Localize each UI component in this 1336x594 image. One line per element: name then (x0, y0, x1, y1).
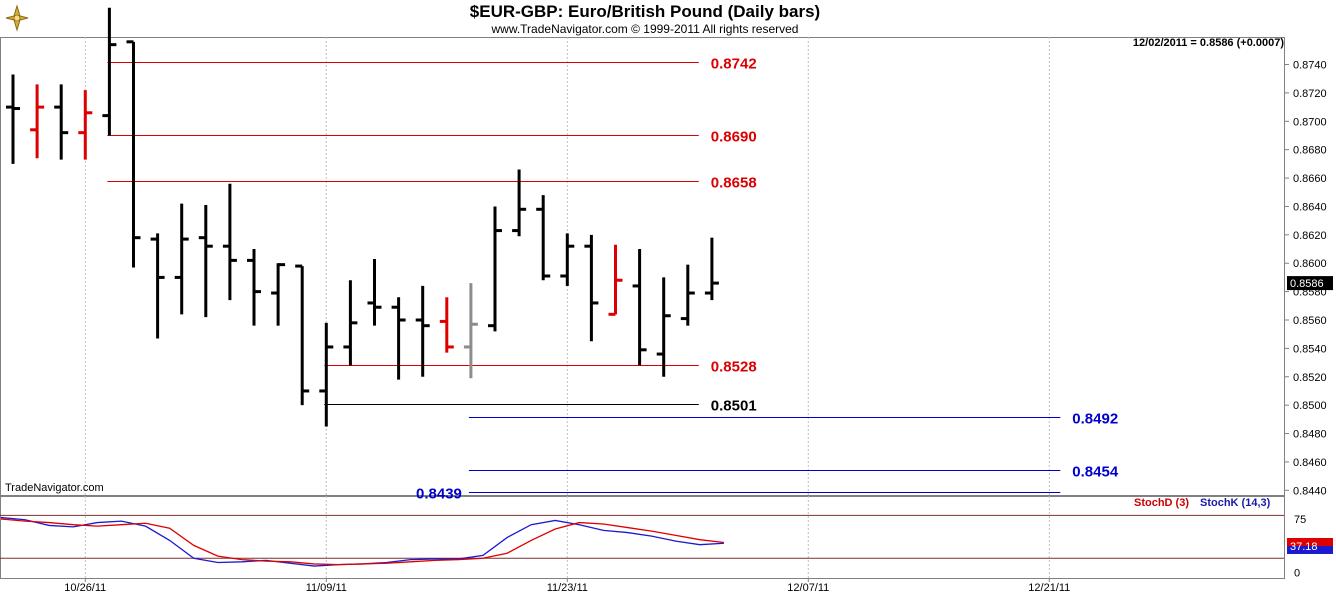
y-tick-label: 0.8720 (1293, 88, 1327, 100)
stoch-tick-label: 0 (1294, 568, 1300, 580)
chart-grid (0, 37, 1285, 579)
y-tick-label: 0.8640 (1293, 201, 1327, 213)
x-tick-label: 11/09/11 (306, 582, 347, 594)
ohlc-bar (463, 283, 478, 379)
level-label: 0.8454 (1072, 464, 1119, 481)
ohlc-bar (126, 40, 141, 268)
credit-label: TradeNavigator.com (5, 482, 104, 494)
y-tick-label: 0.8680 (1293, 145, 1327, 157)
ohlc-bar (584, 234, 599, 342)
ohlc-bar (102, 7, 117, 136)
support-resistance-levels: 0.8742 0.8690 0.8658 0.8528 0.8501 0.8492 0.84… (107, 56, 1119, 503)
ohlc-bar (222, 183, 237, 301)
y-tick-label: 0.8620 (1293, 230, 1327, 242)
chart-title: $EUR-GBP: Euro/British Pound (Daily bars… (469, 2, 821, 21)
stoch-value-label: 37.18 (1290, 541, 1318, 553)
ohlc-bar (512, 169, 527, 237)
stoch-d-line (0, 518, 725, 566)
ohlc-bar (367, 258, 382, 326)
x-tick-label: 12/07/11 (787, 582, 829, 594)
stoch-panel-frame (0, 496, 1285, 579)
ohlc-bar (415, 285, 430, 377)
y-tick-label: 0.8700 (1293, 116, 1327, 128)
ohlc-bar (198, 205, 213, 318)
ohlc-bar (54, 84, 69, 160)
y-tick-label: 0.8740 (1293, 60, 1327, 72)
x-tick-label: 10/26/11 (64, 582, 106, 594)
ohlc-bar (391, 297, 406, 380)
level-label: 0.8492 (1072, 411, 1118, 428)
ohlc-bar (319, 322, 334, 427)
ohlc-bars (6, 7, 719, 427)
stoch-k-legend: StochK (14,3) (1200, 497, 1271, 509)
y-tick-label: 0.8440 (1293, 485, 1327, 497)
ohlc-bar (30, 84, 45, 159)
y-tick-label: 0.8500 (1293, 400, 1327, 412)
ohlc-bar (704, 237, 719, 301)
last-price-label: 0.8586 (1290, 278, 1324, 290)
trade-navigator-logo-icon (4, 4, 30, 37)
y-tick-label: 0.8600 (1293, 258, 1327, 270)
price-panel-frame (0, 37, 1285, 496)
price-readout: 12/02/2011 = 0.8586 (+0.0007) (1132, 37, 1284, 49)
x-tick-label: 11/23/11 (547, 582, 588, 594)
ohlc-bar (6, 74, 20, 164)
last-price-box (1287, 276, 1333, 291)
y-tick-label: 0.8520 (1293, 372, 1327, 384)
ohlc-bar (680, 264, 695, 326)
level-label: 0.8439 (416, 486, 462, 503)
stochastic-panel: 0 75 37.18 (0, 514, 1333, 580)
ohlc-bar (174, 203, 189, 315)
ohlc-bar (536, 195, 551, 281)
stoch-d-legend: StochD (3) (1134, 497, 1189, 509)
y-tick-label: 0.8460 (1293, 457, 1327, 469)
ohlc-bar (439, 297, 454, 353)
ohlc-bar (656, 277, 671, 377)
stoch-tick-label: 75 (1294, 514, 1306, 526)
ohlc-bar (271, 263, 286, 326)
y-tick-label: 0.8560 (1293, 315, 1327, 327)
level-label: 0.8690 (711, 129, 757, 146)
ohlc-bar (343, 280, 358, 366)
ohlc-bar (295, 264, 310, 406)
stoch-value-box-bottom (1287, 545, 1333, 554)
level-label: 0.8658 (711, 175, 757, 192)
ohlc-bar (78, 90, 93, 160)
level-label: 0.8501 (711, 398, 757, 415)
ohlc-bar (632, 249, 647, 366)
level-label: 0.8742 (711, 56, 757, 73)
date-axis: 10/26/11 11/09/11 11/23/11 12/07/11 12/21/11 (0, 578, 1284, 594)
ohlc-bar (150, 233, 165, 339)
chart-subtitle: www.TradeNavigator.com © 1999-2011 All r… (491, 22, 799, 36)
level-label: 0.8528 (711, 359, 757, 376)
y-tick-label: 0.8540 (1293, 343, 1327, 355)
y-tick-label: 0.8480 (1293, 429, 1327, 441)
ohlc-bar (488, 206, 502, 332)
ohlc-bar (560, 233, 575, 286)
y-tick-label: 0.8660 (1293, 173, 1327, 185)
ohlc-bar (608, 244, 623, 316)
x-tick-label: 12/21/11 (1028, 582, 1070, 594)
price-axis: 0.8440 0.8460 0.8480 0.8500 0.8520 0.8540 0.85… (1284, 60, 1333, 497)
stoch-value-box-top (1287, 537, 1333, 546)
ohlc-bar (247, 249, 261, 326)
